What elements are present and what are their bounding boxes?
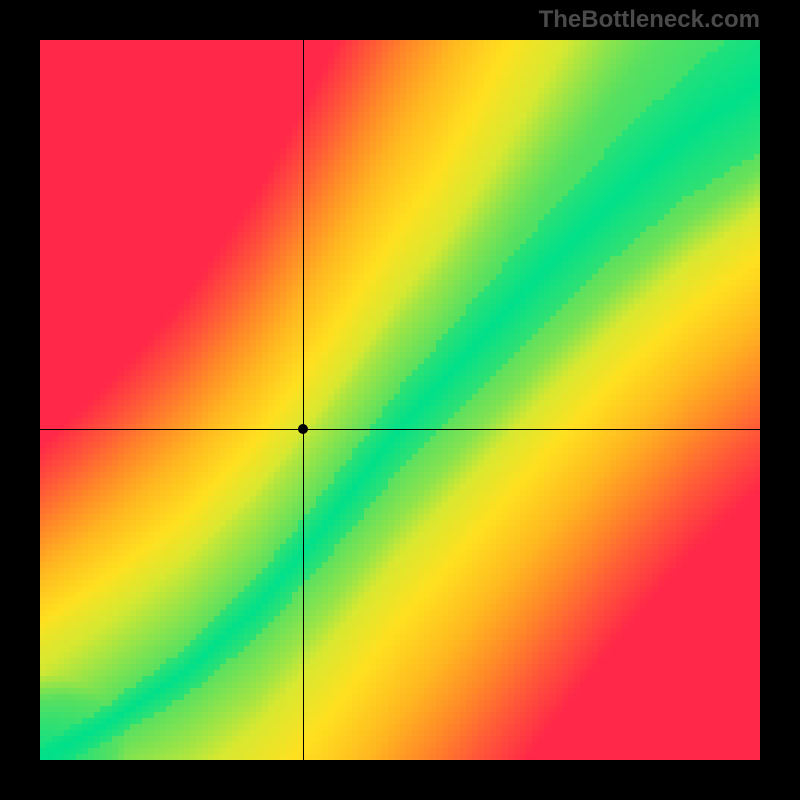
crosshair-vertical [303,40,304,760]
crosshair-marker [298,424,308,434]
heatmap-plot [40,40,760,760]
heatmap-canvas [40,40,760,760]
crosshair-horizontal [40,429,760,430]
watermark-text: TheBottleneck.com [539,6,760,34]
